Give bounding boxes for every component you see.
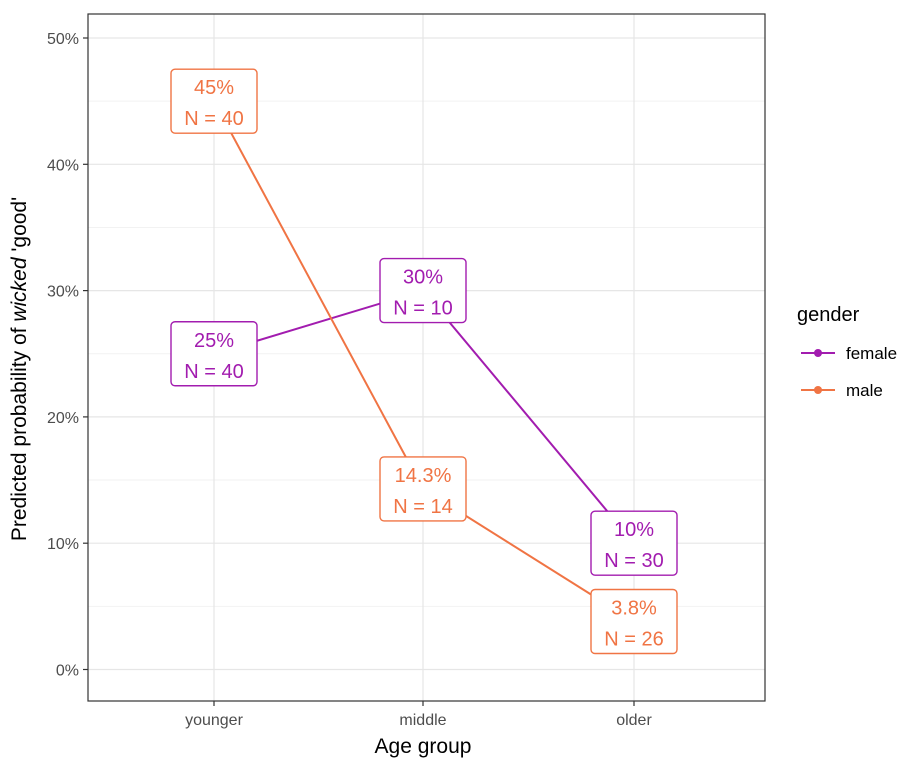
y-axis-title: Predicted probability of wicked 'good' — [8, 197, 31, 541]
legend-title: gender — [797, 304, 860, 326]
y-axis-title-prefix: Predicted probability of — [8, 322, 31, 541]
legend-items: female male — [801, 344, 897, 400]
axis-layer: 0% 10% 20% 30% 40% 50% younger middle older — [47, 31, 652, 729]
data-label-female: 10% N = 30 — [590, 510, 678, 576]
y-axis-title-italic: wicked — [8, 256, 31, 322]
y-tick-label: 20% — [47, 410, 79, 427]
data-label-box — [379, 257, 467, 324]
y-tick-label: 30% — [47, 284, 79, 301]
y-tick-label: 50% — [47, 31, 79, 48]
data-label-female: 25% N = 40 — [170, 321, 258, 387]
data-label-percent: 3.8% — [611, 598, 657, 620]
legend-key-point — [814, 386, 822, 394]
legend-item-male: male — [801, 381, 883, 400]
series-layer — [211, 98, 637, 625]
y-tick-label: 0% — [56, 663, 79, 680]
data-label-female: 30% N = 10 — [379, 257, 467, 324]
legend-label: male — [846, 381, 883, 400]
data-label-box — [170, 68, 258, 134]
data-label-percent: 45% — [194, 77, 234, 99]
data-label-box — [170, 321, 258, 387]
data-label-box — [379, 456, 467, 522]
y-tick-label: 40% — [47, 157, 79, 174]
data-label-male: 3.8% N = 26 — [590, 588, 678, 655]
data-label-n: N = 26 — [604, 629, 663, 651]
data-label-male: 14.3% N = 14 — [379, 456, 467, 522]
data-label-n: N = 30 — [604, 550, 663, 572]
data-label-n: N = 40 — [184, 361, 243, 383]
panel-border — [87, 13, 766, 702]
x-tick-label: older — [616, 712, 652, 729]
data-label-percent: 10% — [614, 519, 654, 541]
legend-key-point — [814, 349, 822, 357]
data-label-n: N = 14 — [393, 496, 452, 518]
data-label-box — [590, 588, 678, 655]
data-label-n: N = 10 — [393, 298, 452, 320]
label-layer: 25% N = 40 30% N = 10 10% N = 30 45% N = 40 14.3… — [170, 68, 678, 655]
legend-label: female — [846, 344, 897, 363]
x-tick-label: middle — [399, 712, 446, 729]
x-tick-label: younger — [185, 712, 243, 729]
data-label-male: 45% N = 40 — [170, 68, 258, 134]
y-tick-label: 10% — [47, 536, 79, 553]
legend-item-female: female — [801, 344, 897, 363]
data-label-n: N = 40 — [184, 108, 243, 130]
data-label-percent: 25% — [194, 330, 234, 352]
legend: gender female male — [797, 304, 897, 400]
data-label-box — [590, 510, 678, 576]
x-axis-title: Age group — [375, 735, 472, 758]
data-label-percent: 30% — [403, 267, 443, 289]
data-label-percent: 14.3% — [395, 465, 452, 487]
y-axis-title-suffix: 'good' — [8, 197, 31, 258]
